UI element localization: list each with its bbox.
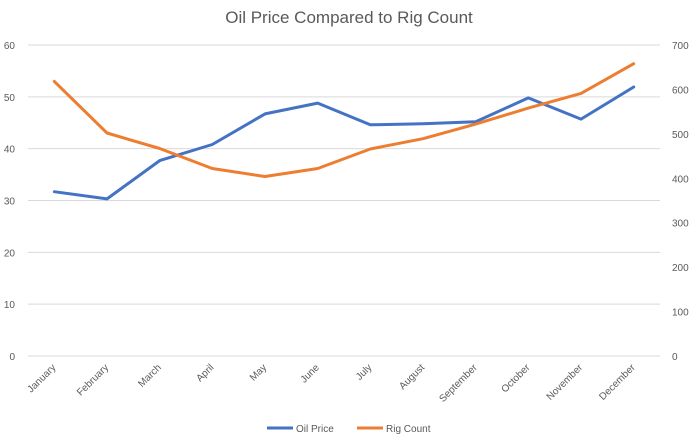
left-y-tick-label: 0 (9, 352, 15, 363)
right-y-tick-label: 100 (672, 308, 689, 319)
x-tick-label: September (437, 362, 480, 405)
x-tick-label: April (195, 362, 217, 384)
x-tick-label: July (354, 362, 374, 382)
right-y-tick-label: 500 (672, 130, 689, 141)
right-y-tick-label: 200 (672, 263, 689, 274)
chart-title: Oil Price Compared to Rig Count (225, 8, 473, 27)
left-y-axis: 0 10 20 30 40 50 60 (4, 41, 16, 363)
x-axis: January February March April May June July Augu… (26, 362, 639, 405)
legend-label: Oil Price (296, 424, 334, 435)
x-tick-label: December (597, 362, 638, 403)
right-y-tick-label: 600 (672, 85, 689, 96)
x-tick-label: August (397, 362, 427, 392)
left-y-tick-label: 30 (4, 197, 16, 208)
left-y-tick-label: 10 (4, 300, 16, 311)
legend: Oil Price Rig Count (267, 424, 431, 435)
right-y-axis: 0 100 200 300 400 500 600 700 (672, 41, 689, 363)
x-tick-label: March (136, 362, 163, 389)
x-tick-label: June (299, 362, 322, 385)
x-tick-label: January (26, 362, 59, 395)
right-y-tick-label: 0 (672, 352, 678, 363)
series-line-rig-count (52, 62, 636, 178)
right-y-tick-label: 700 (672, 41, 689, 52)
legend-label: Rig Count (386, 424, 431, 435)
x-tick-label: May (248, 362, 269, 383)
x-tick-label: February (75, 362, 111, 398)
series-line-oil-price (52, 85, 636, 201)
left-y-tick-label: 40 (4, 145, 16, 156)
x-tick-label: October (500, 362, 533, 395)
right-y-tick-label: 400 (672, 174, 689, 185)
series-lines (52, 62, 636, 201)
gridlines (28, 44, 660, 357)
left-y-tick-label: 60 (4, 41, 16, 52)
left-y-tick-label: 20 (4, 248, 16, 259)
x-tick-label: November (545, 362, 586, 403)
right-y-tick-label: 300 (672, 219, 689, 230)
left-y-tick-label: 50 (4, 93, 16, 104)
